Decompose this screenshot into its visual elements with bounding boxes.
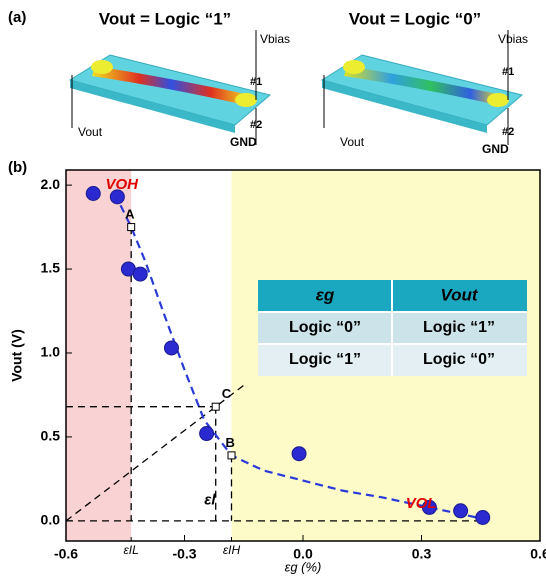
label: #2 xyxy=(502,126,514,138)
label: Vout xyxy=(78,125,103,139)
wire xyxy=(323,30,509,145)
data-point xyxy=(199,426,215,442)
x-tick-label: -0.3 xyxy=(172,546,196,562)
guide-line xyxy=(65,382,248,522)
y-tick-label: 0.5 xyxy=(41,428,61,444)
x-tick-label: εIH xyxy=(223,543,241,557)
electrode xyxy=(91,60,113,74)
annotation: VOH xyxy=(106,176,140,193)
electrode xyxy=(235,93,257,107)
panel-label: (b) xyxy=(8,159,27,176)
label: Vbias xyxy=(498,32,528,46)
y-tick-label: 2.0 xyxy=(41,176,61,192)
plot: A B C VOH VOL εl -0.6 -0.3 0.0 0.3 0.6 εIL εIH 0.0 0.5… xyxy=(9,169,546,574)
label: Vbias xyxy=(260,32,290,46)
data-point xyxy=(453,503,469,519)
substrate-edge xyxy=(322,80,487,133)
data-point xyxy=(132,266,148,282)
electrode xyxy=(487,93,509,107)
data-point xyxy=(109,189,125,205)
label: #2 xyxy=(250,119,262,131)
point-label: C xyxy=(222,386,232,401)
y-tick-label: 1.0 xyxy=(41,344,61,360)
y-tick-label: 0.0 xyxy=(41,512,61,528)
label: Vout xyxy=(340,135,365,149)
region xyxy=(66,170,132,541)
data-point xyxy=(163,340,179,356)
table-header: Vout xyxy=(440,285,478,304)
wire xyxy=(71,30,257,145)
point-marker xyxy=(211,402,220,411)
annotation: VOL xyxy=(406,495,437,512)
x-tick-label: εIL xyxy=(124,543,139,557)
x-tick-label: -0.6 xyxy=(54,546,78,562)
point-label: B xyxy=(226,435,235,450)
data-point xyxy=(291,446,307,462)
device-right xyxy=(320,30,524,145)
label: GND xyxy=(482,142,509,156)
table-cell: Logic “0” xyxy=(423,351,495,368)
data-point xyxy=(421,499,437,515)
point-marker xyxy=(127,223,136,232)
table-header: εg xyxy=(316,285,335,304)
table-cell: Logic “1” xyxy=(423,319,495,336)
x-axis-label: εg (%) xyxy=(285,559,322,574)
point-label: A xyxy=(125,207,135,222)
fit-line xyxy=(119,204,485,521)
label: GND xyxy=(230,135,257,149)
label: #1 xyxy=(502,66,514,78)
beam xyxy=(92,66,250,105)
y-axis-label: Vout (V) xyxy=(9,329,25,382)
x-tick-label: 0.0 xyxy=(293,546,313,562)
device-left xyxy=(68,30,272,145)
panel-label: (a) xyxy=(8,9,26,26)
substrate-edge xyxy=(70,80,235,133)
x-tick-label: 0.3 xyxy=(412,546,432,562)
y-tick-label: 1.5 xyxy=(41,260,61,276)
table-cell: Logic “0” xyxy=(289,319,361,336)
point-marker xyxy=(227,451,236,460)
data-point xyxy=(85,186,101,202)
beam xyxy=(344,66,502,105)
label: #1 xyxy=(250,76,262,88)
device-title: Vout = Logic “1” xyxy=(99,9,231,28)
annotation: εl xyxy=(204,492,216,509)
electrode xyxy=(343,60,365,74)
table-cell: Logic “1” xyxy=(289,351,361,368)
x-tick-label: 0.6 xyxy=(530,546,546,562)
device-title: Vout = Logic “0” xyxy=(349,9,481,28)
data-point xyxy=(475,509,491,525)
